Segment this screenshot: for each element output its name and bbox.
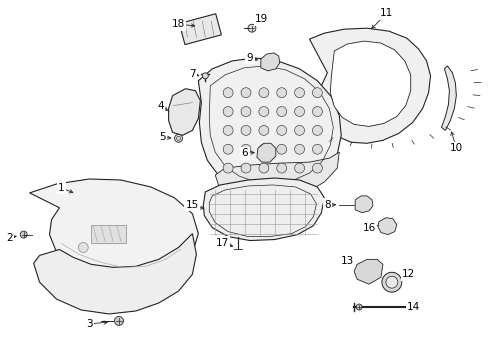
Text: 6: 6 [242, 148, 248, 158]
Text: 19: 19 [255, 14, 269, 24]
Circle shape [382, 272, 402, 292]
Circle shape [241, 107, 251, 117]
Circle shape [248, 24, 256, 32]
Circle shape [223, 125, 233, 135]
Text: 15: 15 [186, 200, 199, 210]
Text: 16: 16 [363, 222, 376, 233]
Circle shape [223, 163, 233, 173]
Polygon shape [198, 58, 341, 192]
Polygon shape [355, 196, 373, 213]
Circle shape [223, 144, 233, 154]
FancyBboxPatch shape [91, 225, 126, 243]
Circle shape [313, 125, 322, 135]
Polygon shape [354, 260, 383, 284]
Circle shape [20, 231, 27, 238]
Circle shape [294, 163, 305, 173]
Circle shape [259, 125, 269, 135]
Circle shape [223, 107, 233, 117]
Circle shape [277, 144, 287, 154]
Circle shape [202, 73, 208, 79]
Text: 3: 3 [86, 319, 93, 329]
Text: 12: 12 [402, 269, 416, 279]
Circle shape [259, 88, 269, 98]
Polygon shape [179, 14, 221, 45]
Circle shape [277, 88, 287, 98]
Circle shape [241, 125, 251, 135]
Text: 11: 11 [380, 8, 393, 18]
Circle shape [277, 163, 287, 173]
Text: 13: 13 [341, 256, 354, 266]
Polygon shape [261, 53, 280, 71]
Text: 9: 9 [246, 53, 253, 63]
Circle shape [313, 88, 322, 98]
Circle shape [313, 107, 322, 117]
Text: 4: 4 [157, 100, 164, 111]
Circle shape [313, 163, 322, 173]
Circle shape [241, 163, 251, 173]
Circle shape [294, 125, 305, 135]
Text: 8: 8 [324, 200, 331, 210]
Polygon shape [310, 28, 431, 143]
Text: 5: 5 [159, 132, 166, 142]
Polygon shape [378, 218, 397, 235]
Circle shape [277, 107, 287, 117]
Circle shape [259, 163, 269, 173]
Circle shape [259, 107, 269, 117]
Text: 14: 14 [407, 302, 420, 312]
Circle shape [277, 125, 287, 135]
Circle shape [241, 144, 251, 154]
Polygon shape [257, 143, 276, 162]
Text: 1: 1 [58, 183, 65, 193]
Polygon shape [30, 179, 198, 284]
Circle shape [294, 144, 305, 154]
Circle shape [259, 144, 269, 154]
Polygon shape [34, 234, 196, 314]
Circle shape [223, 88, 233, 98]
Circle shape [241, 88, 251, 98]
Polygon shape [203, 178, 324, 240]
Circle shape [356, 304, 362, 310]
Polygon shape [169, 89, 200, 135]
Circle shape [115, 316, 123, 325]
Text: 17: 17 [216, 238, 229, 248]
Polygon shape [330, 41, 411, 126]
Text: 2: 2 [6, 233, 13, 243]
Circle shape [313, 144, 322, 154]
Circle shape [386, 276, 398, 288]
Circle shape [174, 134, 182, 142]
Text: 7: 7 [189, 69, 196, 79]
Text: 18: 18 [172, 19, 185, 29]
Polygon shape [441, 66, 456, 130]
Circle shape [294, 107, 305, 117]
Circle shape [294, 88, 305, 98]
Polygon shape [215, 152, 339, 200]
Circle shape [78, 243, 88, 252]
Text: 10: 10 [450, 143, 463, 153]
